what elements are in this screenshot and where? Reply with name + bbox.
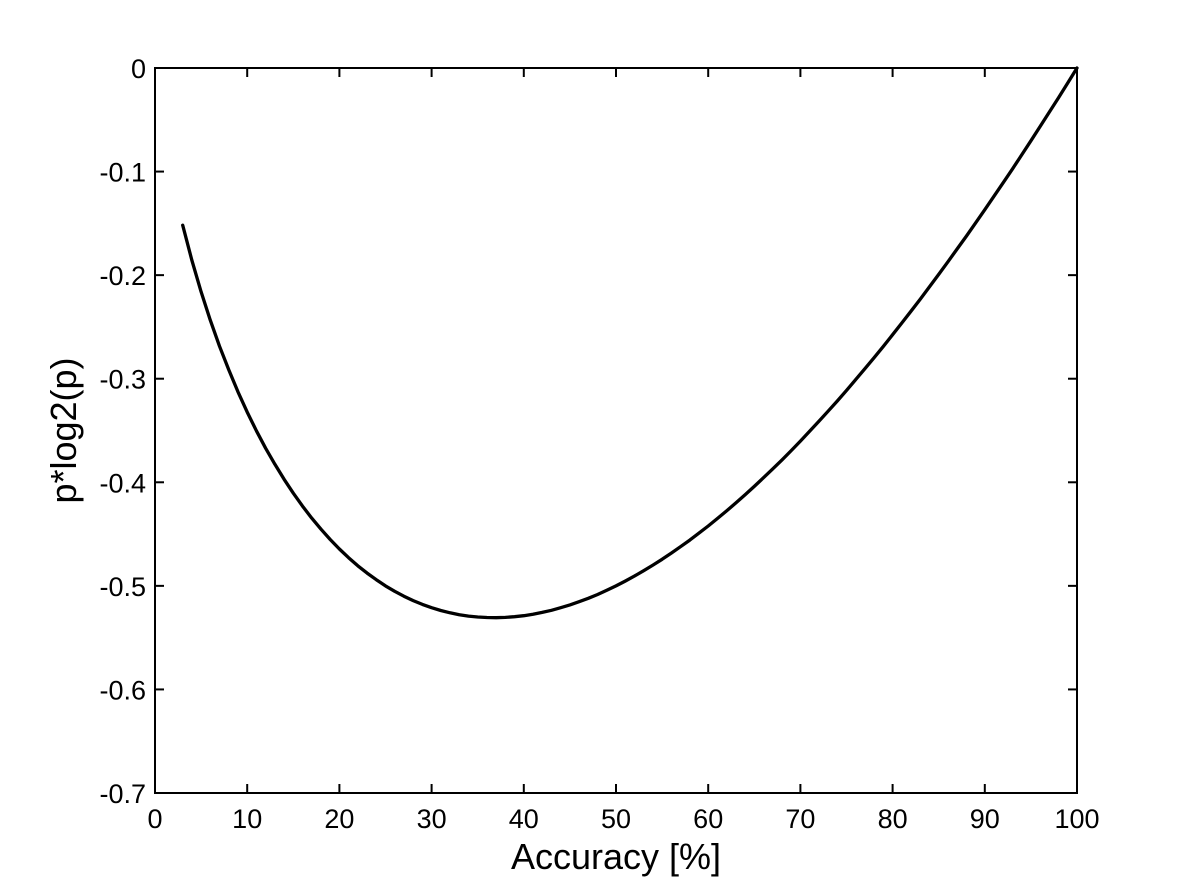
data-curve [181,66,1079,620]
x-tick-label: 20 [324,804,354,834]
y-tick-label: 0 [131,54,146,84]
y-tick-label: -0.3 [99,365,146,395]
y-tick-label: -0.2 [99,261,146,291]
x-tick-label: 10 [232,804,262,834]
x-axis-label: Accuracy [%] [511,836,721,877]
x-tick-label: 30 [417,804,447,834]
x-tick-label: 80 [878,804,908,834]
y-tick-label: -0.1 [99,158,146,188]
x-tick-label: 0 [147,804,162,834]
x-tick-label: 60 [693,804,723,834]
x-tick-label: 100 [1054,804,1099,834]
x-tick-label: 50 [601,804,631,834]
y-tick-label: -0.7 [99,779,146,809]
y-tick-label: -0.5 [99,572,146,602]
y-axis-label: p*log2(p) [43,357,84,503]
x-tick-label: 90 [970,804,1000,834]
y-tick-label: -0.6 [99,675,146,705]
y-tick-label: -0.4 [99,468,146,498]
x-tick-label: 70 [785,804,815,834]
x-tick-label: 40 [509,804,539,834]
